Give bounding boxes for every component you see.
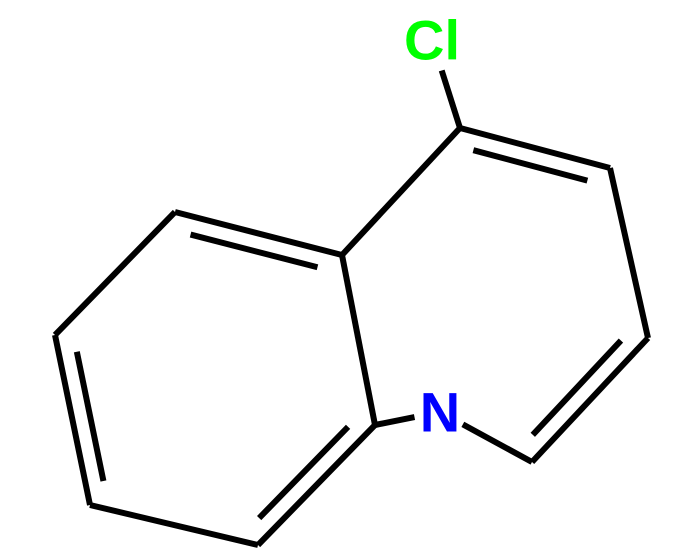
bond <box>610 168 648 338</box>
bond-double-inner <box>191 235 318 268</box>
bond <box>175 212 342 255</box>
bond <box>55 335 90 505</box>
bond <box>90 505 258 545</box>
bond <box>463 424 532 462</box>
atom-label-cl: Cl <box>404 9 460 72</box>
bond-double-inner <box>259 427 348 518</box>
bond <box>55 212 175 335</box>
bond <box>442 70 460 128</box>
bond <box>342 255 375 425</box>
bond <box>532 338 648 462</box>
atom-label-n: N <box>420 381 460 444</box>
bond <box>258 425 375 545</box>
bond <box>342 128 460 255</box>
bonds-group <box>55 70 648 545</box>
bond <box>375 417 415 425</box>
bond <box>460 128 610 168</box>
molecule-canvas: Cl N <box>0 0 694 559</box>
atoms-group: Cl N <box>404 9 460 444</box>
bond-double-inner <box>533 341 621 435</box>
